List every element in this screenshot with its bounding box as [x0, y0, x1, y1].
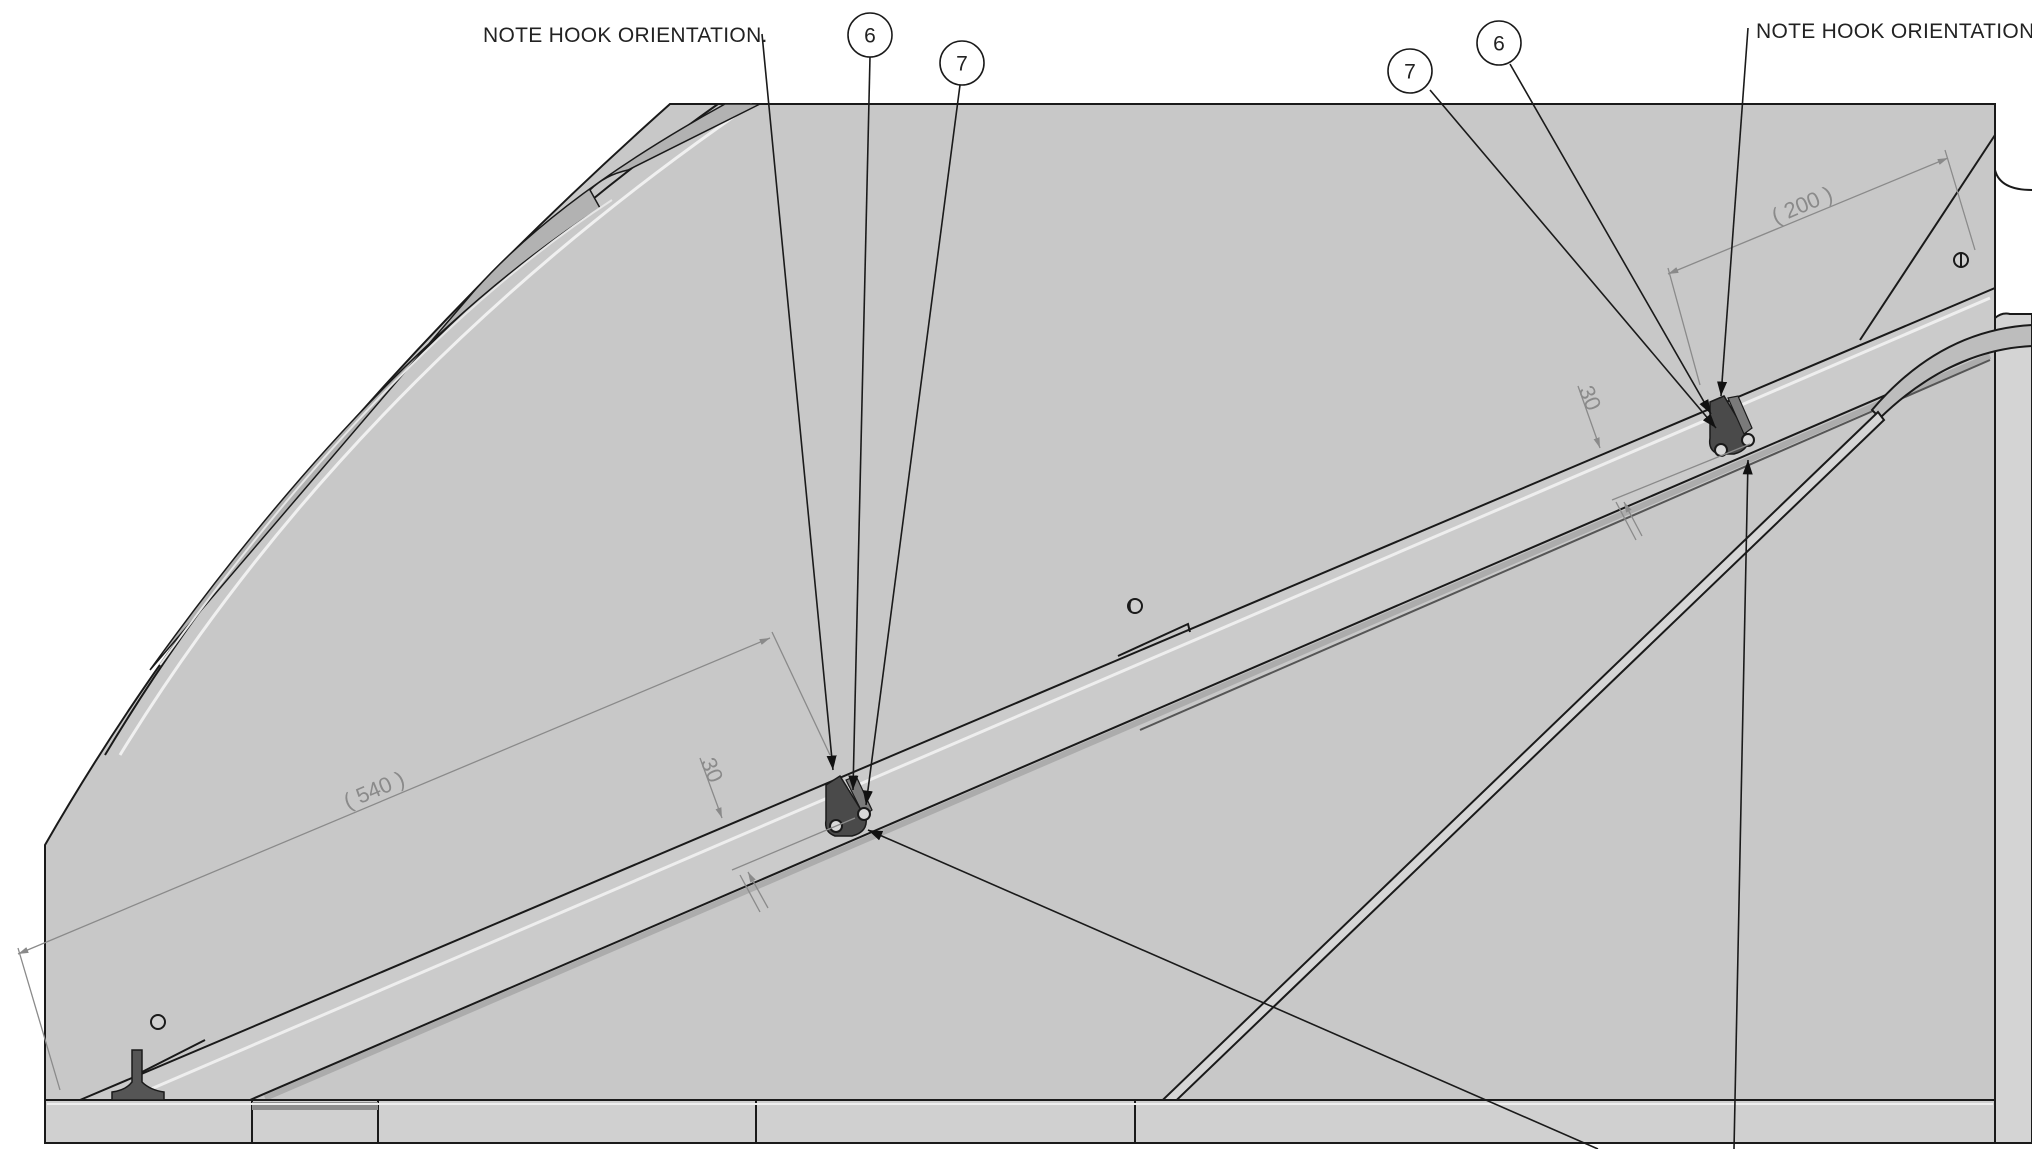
beam-shadow-edge [1139, 359, 1991, 731]
leader-note-right [1717, 27, 1749, 397]
balloon-7-left-label: 7 [956, 53, 968, 76]
note-left: NOTE HOOK ORIENTATION. [483, 24, 768, 47]
leader-bottom-right [1733, 459, 1753, 1149]
leader-balloon-7-left [862, 84, 961, 806]
hook-rail-curve [1870, 323, 2032, 420]
leader-balloon-6-right [1509, 63, 1712, 415]
leader-balloon-6-left [848, 56, 871, 791]
edge-rib-flange [149, 103, 761, 671]
leader-balloon-7-right [1429, 89, 1717, 429]
edge-rib-highlight [159, 199, 613, 666]
note-right: NOTE HOOK ORIENTATION. [1756, 20, 2032, 43]
balloon-7-left: 7 [939, 40, 985, 86]
top-right-edge [1994, 104, 2032, 191]
hook-right [1708, 395, 1755, 457]
beam-highlight [129, 296, 1991, 1100]
fastener-bottom-left [150, 1014, 166, 1030]
fastener-mid [1127, 598, 1143, 614]
balloon-6-right: 6 [1476, 20, 1522, 66]
bottom-left-tab [141, 1039, 206, 1073]
leader-note-left [761, 33, 837, 771]
balloon-6-left: 6 [847, 12, 893, 58]
leader-bottom-left [867, 829, 1599, 1149]
fastener-mid-slot [1128, 599, 1132, 613]
mid-tab [1117, 622, 1191, 657]
beam-shadow [263, 353, 1992, 1101]
right-post [1994, 312, 2032, 1144]
bottom-left-bracket [111, 1049, 165, 1101]
balloon-7-right: 7 [1387, 48, 1433, 94]
balloon-6-left-label: 6 [864, 25, 876, 48]
strip-block [252, 1102, 378, 1110]
balloon-6-right-label: 6 [1493, 33, 1505, 56]
balloon-7-right-label: 7 [1404, 61, 1416, 84]
